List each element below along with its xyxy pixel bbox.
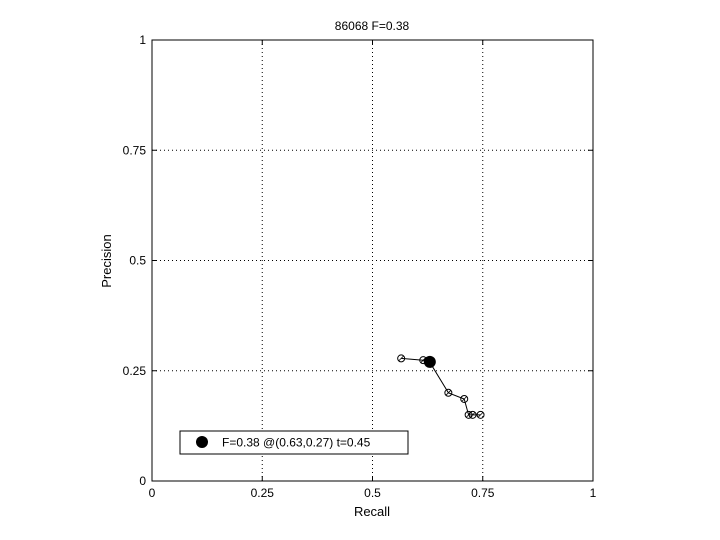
y-axis-label: Precision bbox=[99, 234, 114, 287]
series-point bbox=[476, 410, 485, 419]
x-tick-label: 0.75 bbox=[471, 486, 495, 500]
y-tick-label: 0.25 bbox=[123, 364, 147, 378]
series-point-mark bbox=[445, 390, 452, 396]
series-point-mark bbox=[461, 396, 468, 402]
y-tick-label: 0.75 bbox=[123, 143, 147, 157]
legend-marker bbox=[196, 436, 208, 448]
y-tick-label: 1 bbox=[139, 33, 146, 47]
grid-lines bbox=[152, 40, 593, 481]
legend-label: F=0.38 @(0.63,0.27) t=0.45 bbox=[222, 436, 371, 450]
x-tick-label: 0 bbox=[149, 486, 156, 500]
series-point bbox=[444, 388, 453, 397]
series-point bbox=[460, 394, 469, 403]
y-tick-label: 0.5 bbox=[129, 254, 146, 268]
series-layer bbox=[397, 354, 485, 419]
series-point-mark bbox=[469, 412, 476, 418]
y-tick-label: 0 bbox=[139, 474, 146, 488]
x-tick-label: 0.5 bbox=[364, 486, 381, 500]
best-f-point bbox=[423, 355, 436, 368]
x-tick-label: 0.25 bbox=[251, 486, 275, 500]
axis-ticks: 0 0.25 0.5 0.75 1 0 0.25 0.5 0.75 1 bbox=[123, 33, 597, 500]
series-line bbox=[401, 357, 481, 416]
chart-title: 86068 F=0.38 bbox=[335, 19, 410, 33]
series-point bbox=[468, 410, 477, 419]
series-point-mark bbox=[398, 355, 404, 362]
x-axis-label: Recall bbox=[354, 504, 390, 519]
x-tick-label: 1 bbox=[590, 486, 597, 500]
series-point bbox=[397, 354, 406, 363]
legend-box bbox=[179, 430, 409, 455]
legend: F=0.38 @(0.63,0.27) t=0.45 bbox=[179, 430, 409, 455]
series-point-mark bbox=[477, 412, 484, 418]
